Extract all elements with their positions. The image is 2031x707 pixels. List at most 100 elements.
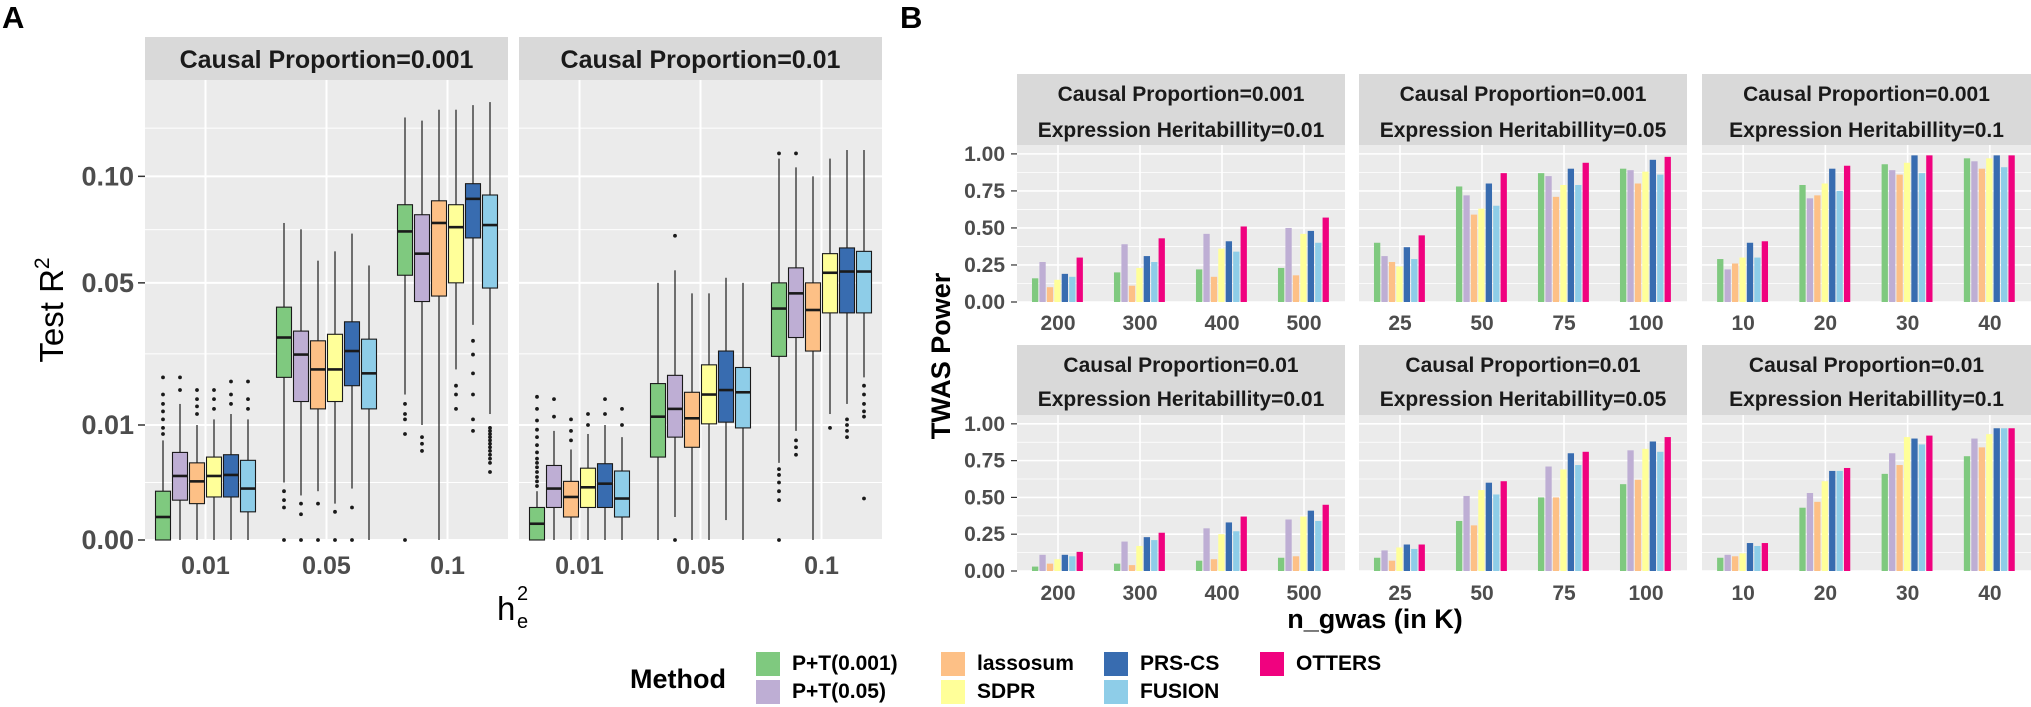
outlier-point (777, 498, 781, 503)
boxplot-FUSION (481, 102, 499, 474)
outlier-point (212, 397, 216, 402)
outlier-point (535, 460, 539, 465)
bar-SDPR (1903, 437, 1911, 571)
bar-lassosum (1731, 263, 1739, 302)
panel-b-x-tick-label: 10 (1731, 312, 1754, 335)
outlier-point (488, 432, 492, 436)
outlier-point (620, 423, 624, 427)
bar-SDPR (1054, 279, 1061, 302)
bar-P+T(0.05) (1545, 176, 1552, 302)
bar-P+T(0.001) (1717, 557, 1724, 571)
outlier-point (403, 417, 407, 422)
bar-P+T(0.001) (1195, 560, 1203, 571)
panel-b-strip-label-bottom: Expression Heritabillity=0.05 (1380, 388, 1667, 411)
outlier-point (794, 445, 798, 450)
outlier-point (195, 397, 199, 402)
bar-P+T(0.001) (1277, 557, 1285, 571)
bar-P+T(0.05) (1463, 495, 1470, 571)
outlier-point (586, 423, 590, 427)
box (545, 464, 563, 509)
bar-P+T(0.05) (1627, 170, 1634, 302)
outlier-point (350, 505, 354, 510)
box (683, 391, 701, 448)
outlier-point (195, 388, 199, 392)
boxplot-PRS-CS (343, 233, 361, 542)
bar-P+T(0.05) (1889, 170, 1896, 302)
bar-P+T(0.001) (1963, 456, 1971, 571)
outlier-point (333, 538, 337, 542)
boxplot-lassosum (309, 260, 327, 542)
box (326, 333, 344, 403)
bar-OTTERS (1076, 551, 1083, 571)
bar-PRS-CS (1061, 554, 1069, 571)
panel-b-plot-bg-3 (1017, 415, 1345, 571)
outlier-point (535, 443, 539, 448)
outlier-point (195, 404, 199, 409)
outlier-point (777, 489, 781, 494)
panel-b-strip-1 (1359, 74, 1687, 145)
bar-lassosum (1470, 525, 1478, 571)
panel-a-y-tick-label: 0.00 (81, 525, 134, 555)
bar-PRS-CS (1225, 522, 1233, 571)
outlier-point (794, 438, 798, 443)
boxplot-FUSION (734, 282, 752, 540)
bar-SDPR (1739, 257, 1746, 302)
panel-b-y-tick-label: 0.75 (964, 180, 1005, 203)
bar-lassosum (1292, 556, 1300, 571)
panel-b-strip-label-bottom: Expression Heritabillity=0.1 (1729, 119, 2004, 142)
bar-PRS-CS (1649, 159, 1657, 302)
bar-FUSION (1151, 540, 1158, 571)
panel-b-strip-2 (1702, 74, 2031, 145)
bar-P+T(0.001) (1031, 278, 1039, 302)
panel-b-x-tick-label: 75 (1552, 582, 1576, 605)
bar-FUSION (1315, 520, 1322, 571)
outlier-point (161, 402, 165, 406)
bar-PRS-CS (1649, 441, 1657, 571)
panel-b-y-tick-label: 0.00 (964, 291, 1005, 314)
bar-P+T(0.05) (1039, 262, 1046, 302)
bar-OTTERS (1500, 173, 1507, 302)
panel-a-y-title-main: Test R (33, 269, 70, 363)
boxplot-SDPR (579, 412, 597, 540)
bar-PRS-CS (1567, 453, 1575, 571)
outlier-point (299, 501, 303, 506)
bar-lassosum (1470, 214, 1478, 302)
bar-FUSION (1151, 262, 1158, 302)
outlier-point (316, 501, 320, 506)
panel-b-facet-1: Causal Proportion=0.001 Expression Herita… (1359, 74, 1687, 335)
outlier-point (535, 435, 539, 440)
bar-SDPR (1396, 266, 1403, 302)
bar-PRS-CS (1225, 241, 1233, 302)
legend-key-pt001 (756, 652, 780, 676)
boxplot-P+T(0.05) (171, 375, 189, 540)
panel-b-x-tick-label: 400 (1204, 312, 1239, 335)
panel-a-y-tick-label: 0.05 (81, 268, 134, 298)
legend-key-pt005 (756, 680, 780, 704)
bar-SDPR (1136, 267, 1143, 302)
box (855, 250, 873, 314)
outlier-point (403, 412, 407, 416)
panel-b-x-tick-label: 50 (1470, 582, 1493, 605)
bar-FUSION (1918, 173, 1926, 302)
panel-label-a: A (2, 0, 25, 35)
outlier-point (471, 429, 475, 433)
bar-P+T(0.001) (1195, 269, 1203, 302)
outlier-point (488, 429, 492, 433)
panel-b-strip-0 (1017, 74, 1345, 145)
panel-b-x-tick-label: 75 (1552, 312, 1576, 335)
outlier-point (282, 489, 286, 494)
panel-a-x-tick-label: 0.01 (181, 552, 230, 580)
panel-b-strip-label-top: Causal Proportion=0.01 (1405, 354, 1640, 377)
bar-P+T(0.05) (1545, 466, 1552, 571)
bar-lassosum (1046, 287, 1054, 302)
legend-key-prscs (1104, 652, 1128, 676)
outlier-point (535, 456, 539, 461)
legend: Method P+T(0.001) P+T(0.05) lassosum SDP… (630, 650, 1530, 707)
bar-P+T(0.05) (1627, 450, 1634, 571)
bar-lassosum (1896, 174, 1903, 302)
bar-OTTERS (1158, 238, 1165, 302)
bar-P+T(0.001) (1619, 484, 1627, 571)
outlier-point (862, 496, 866, 501)
boxplot-P+T(0.001) (528, 394, 546, 541)
outlier-point (620, 406, 624, 411)
